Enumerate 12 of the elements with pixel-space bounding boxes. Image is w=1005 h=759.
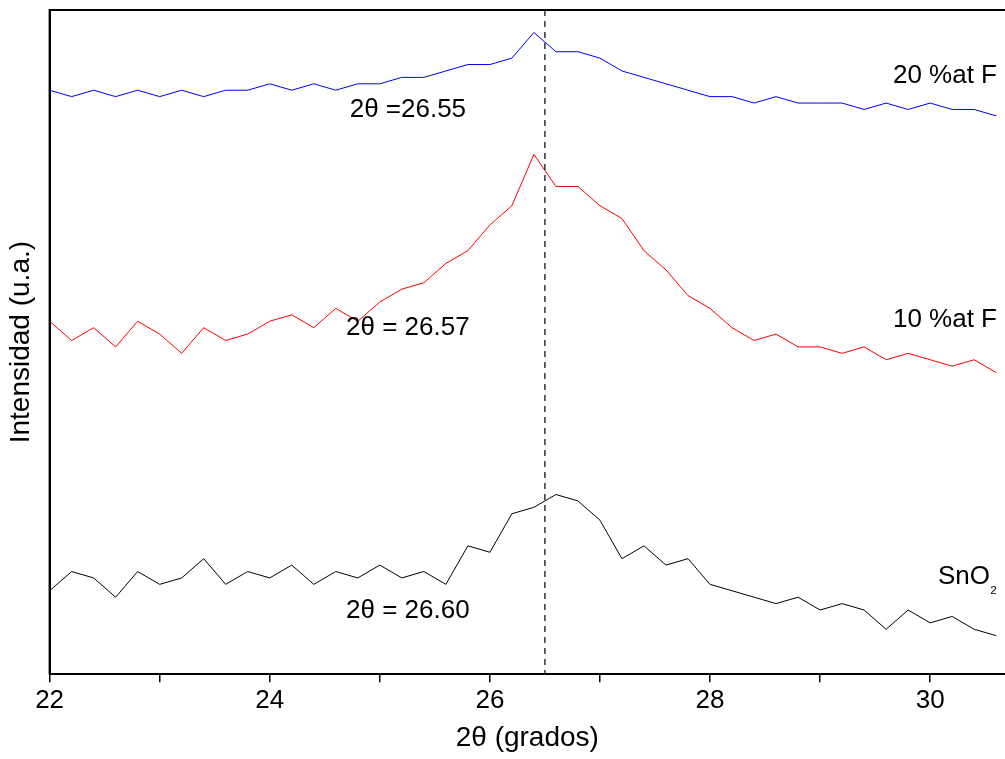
series-label: 20 %at F xyxy=(892,59,997,90)
series-label: 10 %at F xyxy=(892,303,997,334)
x-tick-label: 28 xyxy=(695,683,725,714)
annotation: 2θ = 26.57 xyxy=(346,311,470,342)
x-axis-title: 2θ (grados) xyxy=(455,720,599,752)
annotation: 2θ =26.55 xyxy=(349,92,467,123)
y-axis-title: Intensidad (u.a.) xyxy=(3,240,35,444)
x-tick-label: 24 xyxy=(255,683,285,714)
x-tick-label: 26 xyxy=(475,683,505,714)
x-tick-label: 30 xyxy=(915,683,945,714)
annotation: 2θ = 26.60 xyxy=(346,593,470,624)
x-tick-label: 22 xyxy=(35,683,65,714)
